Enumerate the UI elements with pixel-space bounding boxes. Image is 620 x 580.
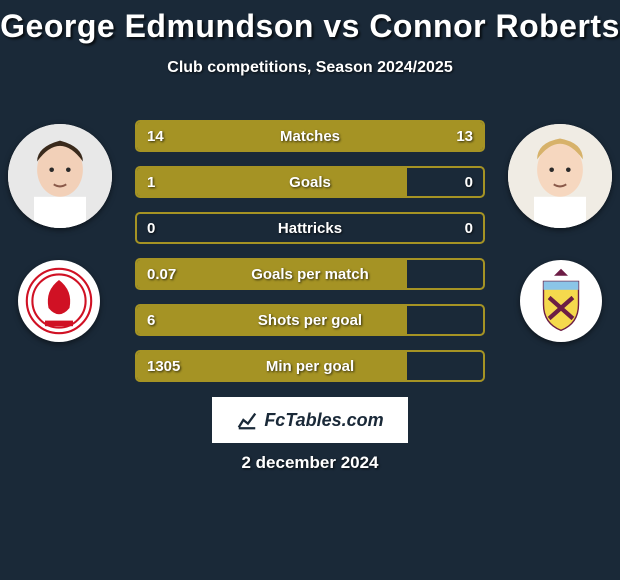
brand-text: FcTables.com [264,410,383,431]
stat-label: Goals per match [137,260,483,288]
stat-label: Shots per goal [137,306,483,334]
stat-label: Hattricks [137,214,483,242]
stat-value-right: 13 [456,122,473,150]
stat-label: Min per goal [137,352,483,380]
page-title: George Edmundson vs Connor Roberts [0,0,620,45]
crest-icon [526,266,596,336]
brand-badge: FcTables.com [210,395,410,445]
club-left-badge [18,260,100,342]
stat-row: 1305Min per goal [135,350,485,382]
crest-icon [24,266,94,336]
club-right-badge [520,260,602,342]
date-text: 2 december 2024 [0,453,620,473]
stat-row: 14Matches13 [135,120,485,152]
stat-label: Goals [137,168,483,196]
stat-row: 1Goals0 [135,166,485,198]
stats-container: 14Matches131Goals00Hattricks00.07Goals p… [135,120,485,396]
face-icon [508,124,612,228]
player-right-avatar [508,124,612,228]
stat-value-right: 0 [465,214,473,242]
stat-row: 6Shots per goal [135,304,485,336]
face-icon [8,124,112,228]
page-subtitle: Club competitions, Season 2024/2025 [0,59,620,77]
stat-label: Matches [137,122,483,150]
stat-row: 0.07Goals per match [135,258,485,290]
player-left-avatar [8,124,112,228]
stat-value-right: 0 [465,168,473,196]
chart-icon [236,409,258,431]
stat-row: 0Hattricks0 [135,212,485,244]
